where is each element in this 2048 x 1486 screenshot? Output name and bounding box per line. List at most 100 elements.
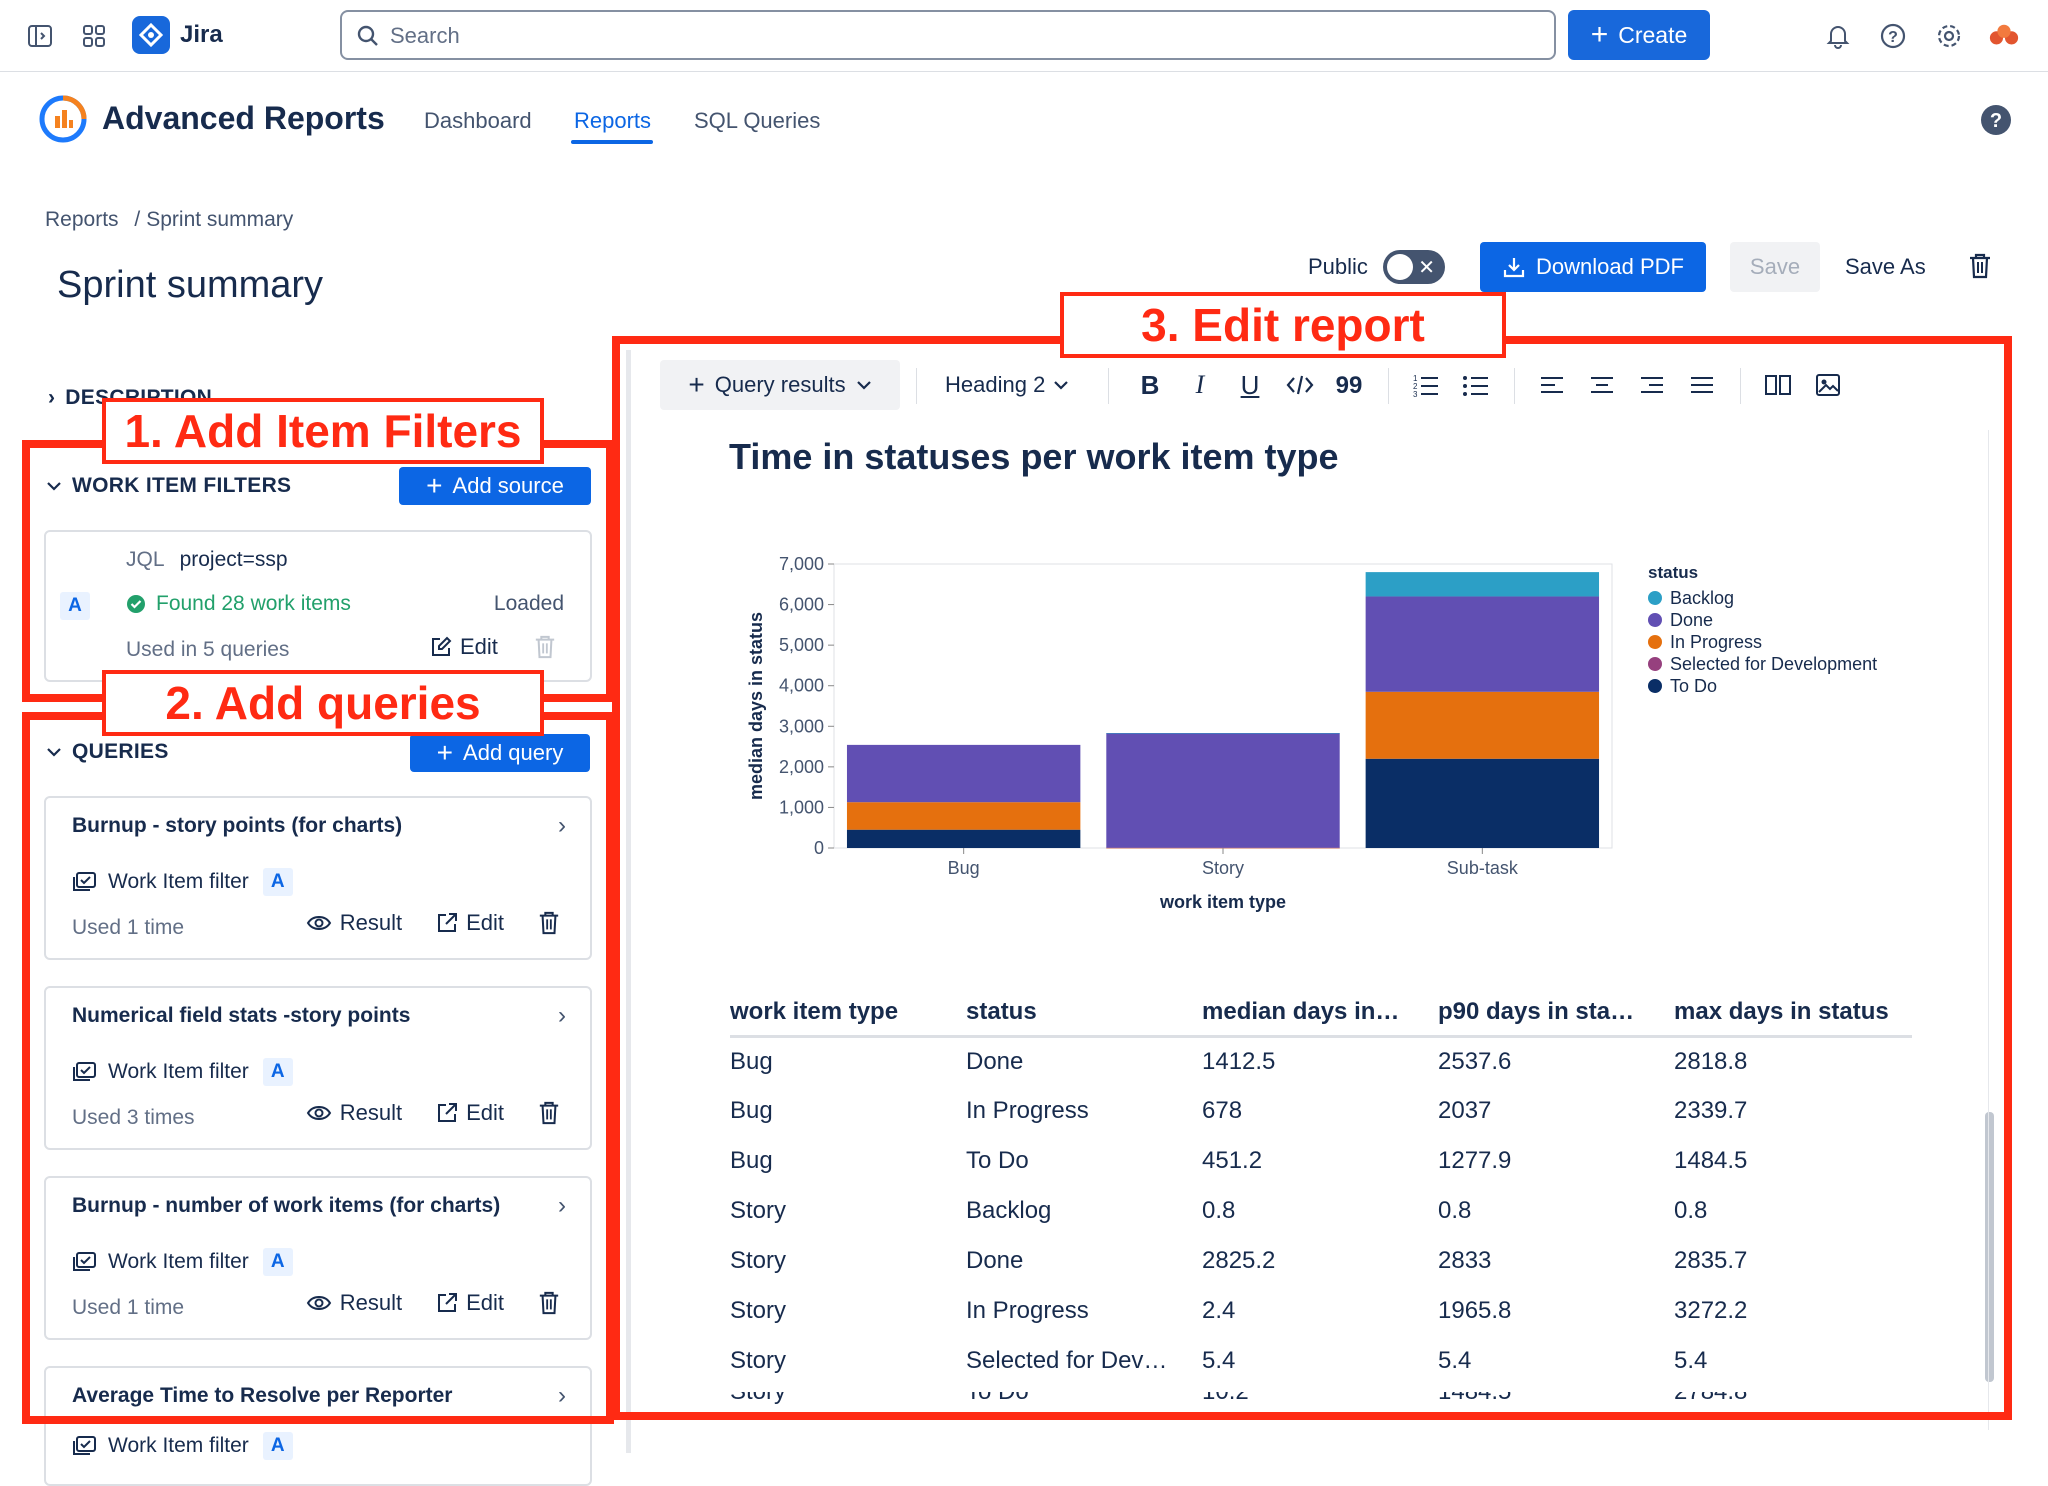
underline-button[interactable]: U	[1240, 370, 1260, 400]
report-editor[interactable]	[632, 350, 2016, 1453]
eye-icon	[306, 1106, 331, 1120]
breadcrumb-reports-link[interactable]: Reports	[45, 208, 119, 231]
query-card[interactable]: Numerical field stats -story points › Wo…	[44, 986, 592, 1150]
save-button[interactable]: Save	[1730, 242, 1820, 292]
columns-layout-icon[interactable]	[1764, 372, 1792, 398]
annotation-label-queries: 2. Add queries	[102, 670, 544, 736]
align-left-icon[interactable]	[1538, 372, 1566, 398]
column-header[interactable]: max days in status	[1674, 990, 1912, 1038]
nav-dashboard[interactable]: Dashboard	[424, 108, 532, 133]
jql-row: JQL project=ssp	[126, 548, 288, 572]
result-button[interactable]: Result	[306, 1100, 402, 1126]
edit-button[interactable]: Edit	[436, 910, 504, 936]
user-avatar-icon[interactable]	[1988, 20, 2020, 52]
eye-icon	[306, 916, 331, 930]
report-heading[interactable]: Time in statuses per work item type	[729, 436, 1339, 477]
top-navigation-bar: Jira Search + Create ?	[0, 0, 2048, 72]
bar-segment	[1365, 596, 1600, 692]
delete-query-trash-icon[interactable]	[538, 1100, 560, 1126]
code-icon[interactable]	[1286, 372, 1314, 398]
breadcrumb: Reports / Sprint summary	[45, 208, 293, 232]
column-header[interactable]: median days in…	[1202, 990, 1438, 1038]
queries-section-toggle[interactable]: QUERIES	[46, 740, 169, 764]
settings-gear-icon[interactable]	[1933, 20, 1965, 52]
heading-style-dropdown[interactable]: Heading 2	[945, 372, 1069, 398]
sidebar-toggle-icon[interactable]	[24, 20, 56, 52]
align-center-icon[interactable]	[1588, 372, 1616, 398]
edit-label: Edit	[466, 1290, 504, 1315]
download-icon	[1503, 258, 1525, 278]
edit-button[interactable]: Edit	[436, 1100, 504, 1126]
page-help-icon[interactable]: ?	[1980, 104, 2012, 136]
result-button[interactable]: Result	[306, 910, 402, 936]
chevron-right-icon[interactable]: ›	[558, 1192, 566, 1219]
add-source-button[interactable]: + Add source	[399, 467, 591, 505]
query-card[interactable]: Burnup - number of work items (for chart…	[44, 1176, 592, 1340]
work-item-filter-card[interactable]: A JQL project=ssp Found 28 work items Lo…	[44, 530, 592, 682]
bullet-list-icon[interactable]	[1462, 372, 1490, 398]
app-switcher-icon[interactable]	[78, 20, 110, 52]
quote-button[interactable]: 99	[1335, 372, 1363, 399]
column-header[interactable]: status	[966, 990, 1202, 1038]
chevron-right-icon[interactable]: ›	[558, 1002, 566, 1029]
legend-item: Selected for Development	[1670, 654, 1877, 674]
search-input[interactable]: Search	[340, 10, 1556, 60]
query-results-button[interactable]: + Query results	[660, 360, 900, 410]
filter-trash-icon[interactable]	[534, 634, 556, 660]
delete-query-trash-icon[interactable]	[538, 1290, 560, 1316]
insert-image-icon[interactable]	[1814, 372, 1842, 398]
jira-logo-icon[interactable]	[132, 16, 170, 54]
align-right-icon[interactable]	[1638, 372, 1666, 398]
eye-icon	[306, 1296, 331, 1310]
delete-report-trash-icon[interactable]	[1968, 252, 1992, 280]
work-item-filters-section-toggle[interactable]: WORK ITEM FILTERS	[46, 474, 291, 498]
query-actions: Result Edit	[306, 910, 560, 936]
help-icon[interactable]: ?	[1877, 20, 1909, 52]
chevron-right-icon[interactable]: ›	[558, 1382, 566, 1409]
table-cell: 2825.2	[1202, 1247, 1276, 1274]
public-toggle[interactable]: ✕	[1383, 250, 1445, 284]
nav-reports[interactable]: Reports	[574, 108, 652, 133]
svg-text:?: ?	[1888, 29, 1898, 46]
bar-segment	[846, 829, 1081, 848]
download-pdf-button[interactable]: Download PDF	[1480, 242, 1706, 292]
bar-segment	[1106, 733, 1340, 848]
toolbar-separator	[916, 368, 917, 404]
stacked-bar-chart[interactable]: 0 1,000 2,000 3,000 4,000 5,000 6,000 7,000 medi…	[740, 540, 1920, 930]
create-button[interactable]: + Create	[1568, 10, 1710, 60]
breadcrumb-separator: /	[134, 208, 141, 231]
column-header[interactable]: p90 days in sta…	[1438, 990, 1674, 1038]
nav-sql-queries[interactable]: SQL Queries	[694, 108, 821, 133]
column-header[interactable]: work item type	[730, 990, 966, 1038]
legend-swatch	[1648, 657, 1662, 671]
editor-scrollbar-thumb[interactable]	[1985, 1112, 1994, 1382]
svg-text:2: 2	[1413, 382, 1418, 391]
chevron-right-icon[interactable]: ›	[558, 812, 566, 839]
delete-query-trash-icon[interactable]	[538, 910, 560, 936]
table-header-row: work item type status median days in… p9…	[730, 990, 1912, 1038]
query-used-count: Used 1 time	[72, 916, 185, 939]
notifications-bell-icon[interactable]	[1822, 20, 1854, 52]
align-justify-icon[interactable]	[1688, 372, 1716, 398]
italic-button[interactable]: I	[1195, 370, 1205, 399]
result-button[interactable]: Result	[306, 1290, 402, 1316]
left-panel-scrollbar[interactable]	[626, 350, 631, 1453]
jira-app-name[interactable]: Jira	[180, 21, 223, 48]
save-as-button[interactable]: Save As	[1845, 254, 1926, 279]
filter-chip-a: A	[60, 592, 90, 620]
plus-icon: +	[688, 369, 705, 400]
result-label: Result	[339, 1100, 403, 1125]
edit-button[interactable]: Edit	[436, 1290, 504, 1316]
bold-button[interactable]: B	[1140, 370, 1160, 400]
add-query-button[interactable]: + Add query	[410, 734, 590, 772]
plus-icon: +	[1590, 18, 1609, 51]
public-toggle-label: Public	[1308, 254, 1368, 279]
x-axis-label: work item type	[1159, 892, 1286, 912]
chevron-down-icon	[1054, 381, 1069, 390]
table-cell: 2.4	[1202, 1297, 1236, 1324]
open-edit-icon	[438, 1293, 458, 1312]
editor-scroll-track	[1988, 430, 1989, 1430]
query-card[interactable]: Burnup - story points (for charts) › Wor…	[44, 796, 592, 960]
filter-edit-button[interactable]: Edit	[430, 634, 498, 660]
